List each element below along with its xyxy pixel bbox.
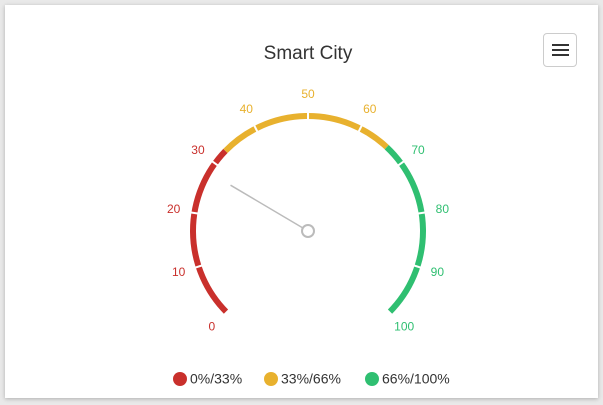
gauge-tick	[222, 308, 231, 317]
gauge-tick-label: 30	[191, 143, 205, 157]
gauge-tick	[189, 211, 200, 215]
gauge-tick-label: 90	[431, 265, 445, 279]
gauge-tick-label: 80	[436, 202, 450, 216]
gauge-band	[223, 113, 389, 154]
needle	[230, 184, 309, 232]
gauge-tick	[252, 123, 259, 134]
legend-marker	[173, 372, 187, 386]
chart-card: Smart City 0 10 20 30 40 50 60 70 80 90 100 0%/33% 3…	[5, 5, 598, 398]
needle-pivot	[301, 224, 315, 238]
gauge-band	[384, 144, 426, 315]
menu-button[interactable]	[543, 33, 577, 67]
gauge-tick-label: 50	[301, 87, 315, 101]
gauge-tick-label: 60	[363, 102, 377, 116]
chart: Smart City 0 10 20 30 40 50 60 70 80 90 100 0%/33% 3…	[167, 43, 450, 387]
gauge-tick-label: 70	[411, 143, 425, 157]
chart-title: Smart City	[264, 43, 353, 64]
menu-icon-bar	[552, 44, 569, 46]
gauge-tick	[210, 159, 220, 168]
legend-marker	[365, 372, 379, 386]
legend-label: 33%/66%	[281, 371, 341, 387]
legend-label: 0%/33%	[190, 371, 242, 387]
gauge-tick	[416, 211, 427, 215]
menu-icon-bar	[552, 49, 569, 51]
gauge-tick	[412, 264, 423, 270]
gauge-tick-label: 10	[172, 265, 186, 279]
gauge-tick	[385, 308, 394, 317]
gauge-tick-label: 0	[208, 319, 215, 333]
gauge-tick-label: 100	[394, 319, 414, 333]
gauge-tick	[193, 264, 204, 270]
gauge-band	[190, 148, 229, 315]
legend-marker	[264, 372, 278, 386]
gauge-tick	[396, 159, 406, 168]
gauge-tick-label: 40	[240, 102, 254, 116]
menu-icon-bar	[552, 54, 569, 56]
legend-label: 66%/100%	[382, 371, 450, 387]
gauge-tick-label: 20	[167, 202, 181, 216]
gauge-tick	[357, 123, 364, 134]
